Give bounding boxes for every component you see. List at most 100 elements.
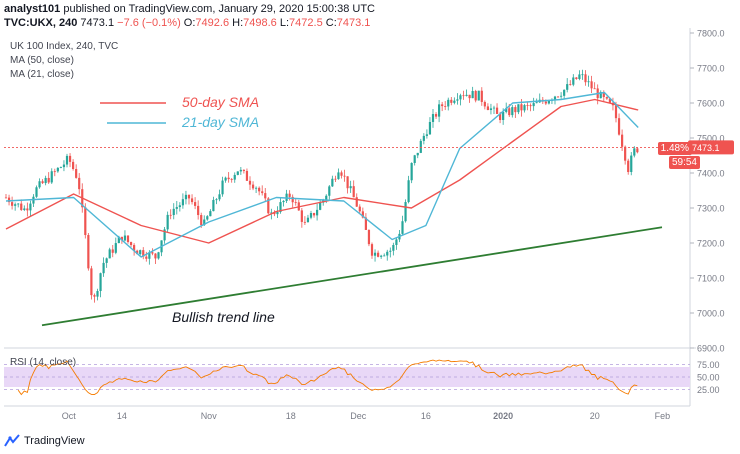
y-tick-label: 7600.0	[697, 99, 725, 109]
candle-body	[349, 186, 352, 189]
rsi-line	[17, 359, 638, 396]
candle-body	[261, 191, 264, 194]
candle-body	[26, 208, 29, 211]
candle-body	[578, 74, 581, 80]
candle-body	[136, 250, 139, 255]
candle-body	[206, 216, 209, 220]
candle-body	[410, 162, 413, 181]
candle-body	[468, 94, 471, 99]
sma50-line	[5, 98, 639, 244]
timer-tag: 59:54	[668, 156, 700, 169]
close-value: 7473.1	[336, 17, 371, 29]
candle-body	[462, 95, 465, 97]
x-tick-label: Nov	[201, 411, 218, 421]
candle-body	[511, 107, 514, 116]
rsi-tick-label: 25.00	[697, 385, 720, 395]
candle-body	[4, 197, 8, 199]
candle-body	[184, 194, 188, 200]
candle-body	[428, 121, 432, 135]
candle-body	[11, 202, 14, 206]
tradingview-wordmark: TradingView	[24, 435, 85, 447]
candle-body	[282, 200, 285, 203]
candle-body	[575, 77, 578, 80]
candle-body	[587, 81, 590, 83]
sma21-annotation: 21-day SMA	[182, 114, 260, 130]
candle-body	[535, 102, 538, 104]
candle-body	[236, 171, 239, 175]
candle-body	[636, 148, 639, 153]
y-tick-label: 7300.0	[697, 204, 725, 214]
candle-body	[38, 181, 41, 188]
candle-body	[17, 203, 20, 205]
candle-body	[617, 118, 621, 135]
candle-body	[532, 103, 535, 107]
candle-body	[233, 174, 236, 180]
y-tick-label: 7700.0	[697, 64, 725, 74]
candle-body	[126, 235, 130, 243]
y-tick-label: 7100.0	[697, 274, 725, 284]
candle-body	[215, 199, 218, 201]
high-label: H:	[232, 17, 244, 29]
candle-body	[242, 169, 245, 171]
candle-body	[560, 95, 563, 97]
candle-body	[264, 193, 267, 199]
candle-body	[361, 211, 364, 218]
candle-body	[630, 155, 633, 172]
candle-body	[523, 105, 526, 111]
candle-body	[227, 177, 230, 180]
candle-body	[383, 255, 386, 257]
candle-body	[163, 229, 166, 241]
candle-body	[340, 172, 343, 176]
x-tick-label: 20	[590, 411, 600, 421]
candle-body	[343, 175, 346, 177]
candle-body	[41, 181, 44, 184]
candle-body	[581, 74, 584, 76]
author-name[interactable]: analyst101	[4, 3, 61, 15]
candle-body	[75, 169, 78, 178]
candle-body	[328, 186, 331, 196]
candle-body	[65, 155, 69, 165]
last-price: 7473.1	[80, 17, 115, 29]
candle-body	[129, 242, 133, 246]
symbol-line: TVC:UKX, 240 7473.1 −7.6 (−0.1%) O:7492.…	[4, 16, 370, 30]
candle-body	[584, 74, 587, 83]
candle-body	[355, 197, 358, 207]
candle-body	[425, 134, 428, 136]
candle-body	[593, 88, 596, 90]
x-tick-label: 14	[117, 411, 127, 421]
candle-body	[441, 104, 444, 107]
candle-body	[50, 171, 53, 183]
candle-body	[563, 89, 566, 96]
candle-body	[300, 210, 303, 222]
candle-body	[190, 198, 194, 203]
publish-info: published on TradingView.com, January 29…	[63, 3, 375, 15]
candle-body	[221, 180, 224, 195]
candle-body	[154, 253, 157, 259]
candle-body	[230, 179, 233, 180]
candle-body	[337, 172, 340, 180]
candle-body	[395, 239, 398, 245]
candle-body	[416, 152, 419, 156]
y-tick-label: 7200.0	[697, 239, 725, 249]
candle-body	[529, 105, 532, 107]
tradingview-logo[interactable]: TradingView	[4, 433, 85, 449]
candle-body	[627, 160, 630, 172]
candle-body	[309, 213, 313, 218]
candle-body	[401, 221, 404, 234]
tradingview-icon	[4, 434, 20, 447]
candle-body	[392, 244, 395, 251]
candle-body	[197, 205, 200, 216]
candle-body	[621, 134, 624, 147]
candle-body	[279, 202, 282, 213]
candle-body	[133, 245, 136, 251]
candle-body	[377, 252, 380, 257]
candle-body	[367, 229, 371, 245]
candle-body	[319, 202, 322, 210]
bullish-trend-line	[41, 226, 663, 327]
candle-body	[431, 114, 435, 122]
candle-body	[599, 92, 602, 99]
candle-body	[373, 252, 377, 256]
candle-body	[389, 250, 392, 252]
legend-title: UK 100 Index, 240, TVC	[10, 41, 119, 52]
